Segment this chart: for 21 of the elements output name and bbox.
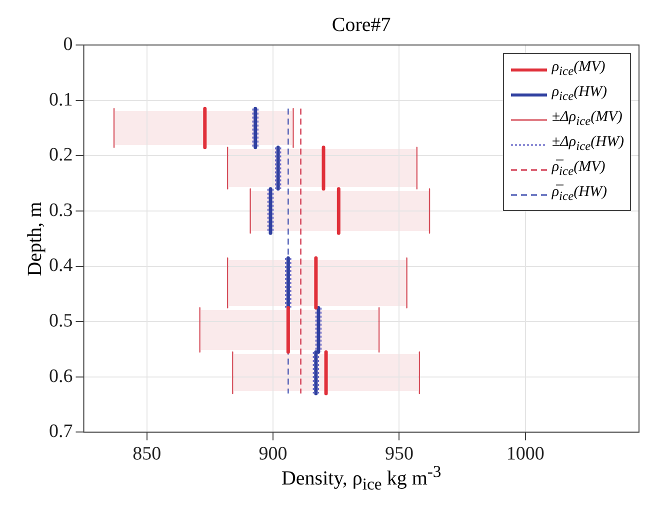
y-tick-label: 0.7 <box>49 421 73 442</box>
legend-label: ρ$_{ice}$(MV) <box>552 58 606 80</box>
legend-label: ±Δρ$_{ice}$(MV) <box>552 108 622 130</box>
y-tick-label: 0.2 <box>49 144 73 166</box>
x-tick-label: 1000 <box>506 444 544 465</box>
x-tick-label: 950 <box>384 444 414 465</box>
x-axis-title: Density, ρ$_{ice}$ kg m$^{-3}$ <box>281 462 442 494</box>
x-tick-label: 850 <box>132 444 162 465</box>
legend-label: ρ̅$_{ice}$(MV) <box>552 158 606 180</box>
x-tick-label: 900 <box>258 444 288 465</box>
y-tick-label: 0 <box>63 34 73 55</box>
y-tick-label: 0.3 <box>49 200 73 221</box>
legend-label: ρ̅$_{ice}$(HW) <box>552 183 607 205</box>
y-tick-label: 0.4 <box>49 255 74 276</box>
y-tick-label: 0.6 <box>49 366 73 387</box>
y-tick-label: 0.5 <box>49 310 73 332</box>
y-tick-label: 0.1 <box>49 89 73 110</box>
legend-label: ±Δρ$_{ice}$(HW) <box>552 133 624 155</box>
y-axis-title: Depth, m <box>24 201 47 276</box>
chart-title: Core#7 <box>330 14 392 37</box>
legend-label: ρ$_{ice}$(HW) <box>552 83 607 105</box>
